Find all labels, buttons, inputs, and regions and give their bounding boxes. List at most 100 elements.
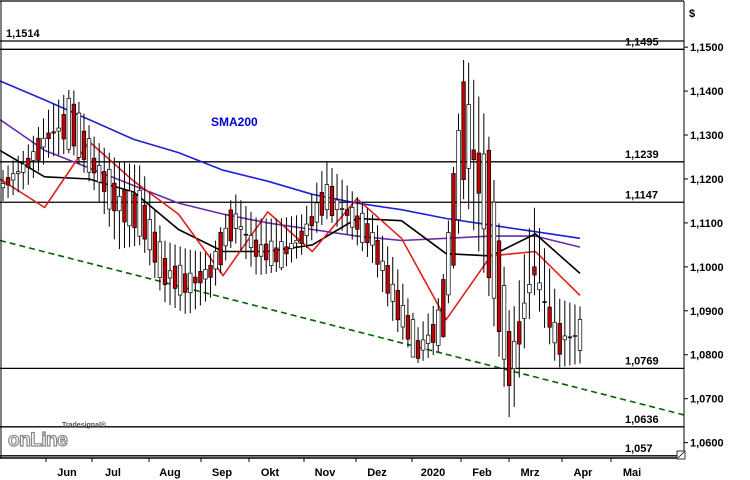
candle-body	[132, 193, 137, 229]
candle-body	[517, 321, 522, 345]
candle-body	[542, 301, 547, 303]
candle-body	[436, 309, 441, 346]
candle-body	[102, 171, 107, 192]
candle-body	[350, 207, 355, 228]
x-tick-label: Jun	[57, 467, 77, 479]
candle-body	[208, 265, 213, 278]
candle-body	[157, 241, 163, 278]
candle-body	[253, 239, 259, 257]
candle-body	[198, 271, 203, 284]
support-trendline	[0, 239, 685, 416]
candle-body	[91, 157, 97, 174]
level-labels: 1,1514 1,1495 1,1239 1,1147 1,0769 1,0636 1,05…	[6, 28, 659, 455]
candle-body	[46, 132, 51, 140]
candle-body	[537, 282, 542, 291]
x-tick-label: 2020	[421, 467, 445, 479]
candle-body	[532, 266, 537, 276]
y-tick-label: 1,1200	[690, 174, 724, 186]
level-label: 1,057	[625, 443, 653, 455]
candle-body	[415, 340, 421, 359]
candle-body	[365, 223, 370, 244]
x-tick-label: Nov	[315, 467, 337, 479]
x-axis-ticks: Jun Jul Aug Sep Okt Nov Dez 2020 Feb Mrz Apr Mai	[45, 458, 641, 479]
candle-body	[324, 184, 330, 211]
candle-body	[172, 265, 178, 289]
candle-body	[481, 153, 486, 230]
candle-body	[491, 201, 497, 299]
candle-body	[117, 196, 122, 212]
candle-body	[572, 335, 578, 337]
candle-body	[10, 173, 16, 181]
candle-body	[410, 319, 416, 358]
candle-body	[183, 273, 188, 293]
candle-body	[26, 157, 31, 168]
candle-body	[218, 231, 223, 266]
candle-body	[547, 306, 552, 328]
candle-body	[61, 114, 66, 140]
x-tick-label: Mai	[623, 467, 641, 479]
candle-body	[41, 137, 46, 148]
candle-body	[360, 212, 365, 243]
candle-body	[188, 272, 193, 294]
candle-body	[258, 244, 264, 257]
candle-body	[405, 315, 411, 340]
candle-body	[329, 186, 335, 217]
candle-body	[193, 276, 198, 284]
candle-body	[66, 97, 71, 150]
candle-body	[86, 138, 92, 173]
x-tick-label: Aug	[159, 467, 180, 479]
level-label: 1,1514	[6, 28, 41, 40]
candle-body	[355, 215, 360, 230]
candle-body	[122, 189, 127, 223]
candle-body	[107, 169, 112, 210]
candle-body	[167, 270, 173, 279]
resize-grip-icon[interactable]	[676, 450, 686, 460]
trendline-layer	[0, 239, 685, 416]
candle-body	[243, 233, 249, 236]
candle-body	[238, 226, 244, 230]
candle-body	[137, 190, 142, 237]
x-tick-label: Okt	[261, 467, 280, 479]
candle-body	[5, 177, 11, 186]
candle-body	[527, 284, 532, 294]
candle-body	[314, 202, 319, 223]
candle-body	[177, 264, 183, 296]
candle-body	[334, 199, 340, 211]
logo-brand-text: Tradesignal®	[62, 421, 107, 429]
candle-body	[56, 127, 61, 132]
level-label: 1,1239	[625, 149, 659, 161]
y-tick-label: 1,0700	[690, 394, 724, 406]
candle-body	[552, 321, 557, 344]
candle-body	[223, 227, 228, 247]
y-tick-label: 1,0900	[690, 306, 724, 318]
candle-body	[274, 247, 279, 263]
candle-body	[420, 339, 426, 351]
candle-body	[289, 242, 294, 249]
candle-body	[147, 219, 152, 251]
level-label: 1,1495	[625, 36, 659, 48]
level-label: 1,0769	[625, 355, 659, 367]
candlesticks	[0, 60, 583, 418]
logo-wordmark: onLine	[8, 430, 67, 451]
y-tick-label: 1,1400	[690, 86, 724, 98]
candle-body	[269, 240, 274, 267]
candle-body	[21, 163, 26, 173]
candle-body	[81, 130, 87, 160]
candle-body	[400, 305, 406, 328]
candle-body	[319, 191, 325, 216]
y-tick-label: 1,0800	[690, 350, 724, 362]
y-tick-label: 1,1100	[690, 218, 723, 230]
candle-body	[228, 209, 233, 242]
candle-body	[127, 190, 132, 227]
candle-body	[76, 112, 82, 158]
currency-label: $	[689, 8, 695, 20]
y-axis-ticks: 1,1500 1,1400 1,1300 1,1200 1,1100 1,1000 1,09…	[684, 42, 724, 450]
candle-body	[36, 137, 41, 161]
level-label: 1,0636	[625, 414, 659, 426]
candle-body	[370, 232, 375, 246]
x-tick-label: Apr	[574, 467, 594, 479]
candle-body	[304, 223, 309, 236]
candle-body	[31, 151, 36, 161]
